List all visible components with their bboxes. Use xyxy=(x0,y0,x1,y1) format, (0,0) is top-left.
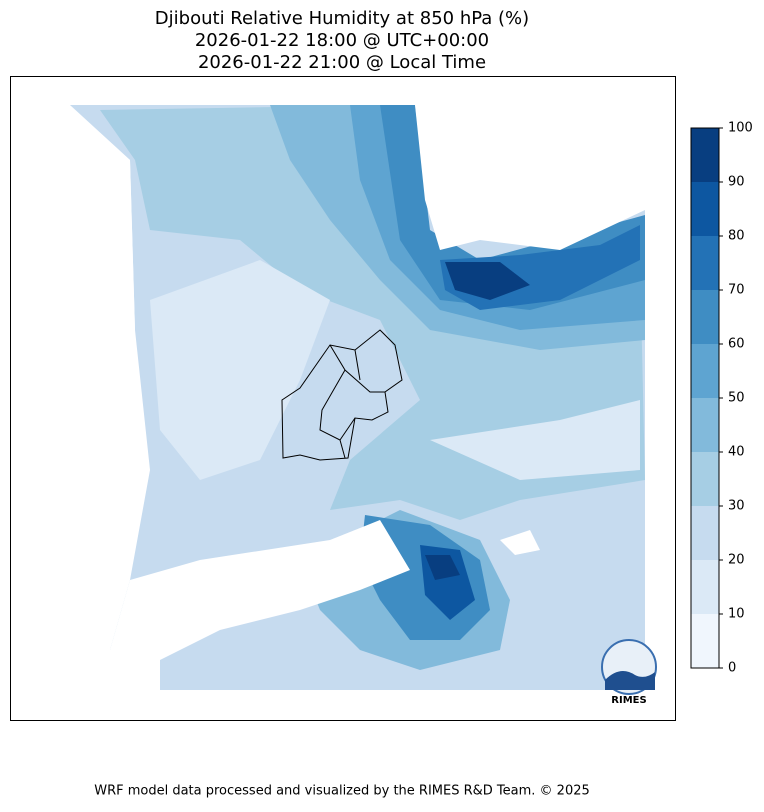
colorbar-tick-label: 60 xyxy=(728,337,745,352)
colorbar-band xyxy=(691,398,719,452)
humidity-region xyxy=(430,400,640,480)
colorbar-tick-label: 10 xyxy=(728,607,745,622)
colorbar-tick-label: 20 xyxy=(728,553,745,568)
colorbar-tick-label: 90 xyxy=(728,175,745,190)
no-data-mask xyxy=(415,105,645,250)
colorbar-tick-label: 40 xyxy=(728,445,745,460)
no-data-mask xyxy=(40,105,135,330)
colorbar-band xyxy=(691,560,719,614)
colorbar-tick-label: 100 xyxy=(728,121,753,136)
map-frame xyxy=(10,76,676,721)
logo-text: RIMES xyxy=(611,695,646,706)
humidity-region xyxy=(100,105,645,520)
colorbar-band xyxy=(691,128,719,182)
humidity-region xyxy=(445,262,530,300)
colorbar-band xyxy=(691,614,719,668)
humidity-region xyxy=(425,555,460,580)
colorbar-tick-label: 80 xyxy=(728,229,745,244)
colorbar-band xyxy=(691,506,719,560)
colorbar-tick-label: 70 xyxy=(728,283,745,298)
no-data-mask xyxy=(110,520,410,660)
humidity-region xyxy=(70,105,645,690)
humidity-region xyxy=(150,260,330,480)
colorbar-tick-label: 30 xyxy=(728,499,745,514)
logo: RIMES xyxy=(601,639,657,706)
colorbar-band xyxy=(691,452,719,506)
footer: WRF model data processed and visualized … xyxy=(94,784,590,799)
colorbar-band xyxy=(691,344,719,398)
colorbar-band xyxy=(691,182,719,236)
title-line: 2026-01-22 18:00 @ UTC+00:00 xyxy=(195,30,489,51)
no-data-mask xyxy=(500,530,540,555)
borders xyxy=(281,329,403,461)
colorbar-tick-label: 50 xyxy=(728,391,745,406)
colorbar-tick-label: 0 xyxy=(728,661,736,676)
title-line: 2026-01-22 21:00 @ Local Time xyxy=(198,52,486,73)
colorbar-band xyxy=(691,290,719,344)
title-line: Djibouti Relative Humidity at 850 hPa (%… xyxy=(155,8,529,29)
map xyxy=(40,105,645,690)
colorbar-band xyxy=(691,236,719,290)
